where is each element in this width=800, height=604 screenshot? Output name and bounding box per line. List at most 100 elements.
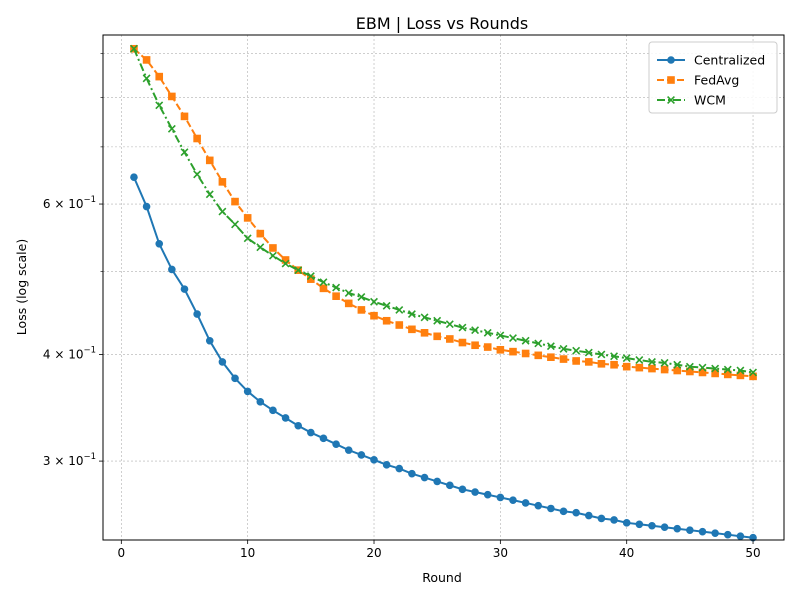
y-tick-label-base: 6 × 10 bbox=[43, 197, 84, 211]
x-axis-label: Round bbox=[422, 570, 462, 585]
data-point-marker bbox=[168, 265, 176, 274]
legend-label: Centralized bbox=[694, 53, 765, 68]
data-point-marker bbox=[281, 414, 290, 422]
data-point-marker bbox=[534, 351, 543, 360]
data-point-marker bbox=[648, 521, 656, 530]
data-point-marker bbox=[458, 323, 467, 332]
data-point-marker bbox=[357, 293, 366, 301]
data-point-marker bbox=[648, 364, 656, 373]
y-tick-label: 4 × 10−1 bbox=[43, 345, 96, 361]
data-point-marker bbox=[736, 371, 745, 380]
data-point-marker bbox=[395, 464, 404, 473]
data-point-marker bbox=[723, 530, 732, 539]
data-point-marker bbox=[130, 173, 138, 182]
data-point-marker bbox=[622, 519, 631, 527]
data-point-marker bbox=[420, 313, 429, 322]
data-point-marker bbox=[395, 321, 404, 329]
data-point-marker bbox=[673, 524, 682, 533]
data-point-marker bbox=[180, 148, 189, 157]
data-point-marker bbox=[231, 220, 239, 229]
data-point-marker bbox=[395, 305, 404, 314]
legend-label: WCM bbox=[694, 93, 726, 108]
data-point-marker bbox=[749, 372, 757, 381]
series-line bbox=[133, 176, 754, 539]
data-point-marker bbox=[168, 92, 176, 101]
data-point-marker bbox=[496, 331, 505, 340]
x-tick-label: 50 bbox=[745, 546, 760, 560]
data-point-marker bbox=[155, 101, 164, 110]
data-point-marker bbox=[256, 229, 265, 238]
data-point-marker bbox=[433, 316, 442, 325]
data-point-marker bbox=[370, 297, 378, 306]
data-point-marker bbox=[736, 532, 745, 540]
data-point-marker bbox=[521, 499, 530, 507]
data-point-marker bbox=[572, 508, 580, 517]
data-point-marker bbox=[344, 289, 353, 297]
data-point-marker bbox=[205, 336, 214, 345]
data-point-marker bbox=[344, 446, 353, 454]
data-point-marker bbox=[610, 352, 619, 361]
data-point-marker bbox=[509, 334, 517, 343]
y-axis: 3 × 10−1 4 × 10−1 6 × 10−1 bbox=[43, 53, 103, 468]
data-point-marker bbox=[180, 112, 189, 121]
data-point-marker bbox=[193, 170, 202, 179]
data-point-marker bbox=[446, 481, 454, 490]
data-point-marker bbox=[534, 501, 543, 510]
data-point-marker bbox=[243, 234, 252, 243]
y-tick-label: 3 × 10−1 bbox=[43, 452, 96, 468]
data-point-marker bbox=[496, 346, 505, 354]
data-point-marker bbox=[559, 507, 568, 516]
data-point-marker bbox=[610, 360, 618, 369]
data-point-marker bbox=[218, 207, 227, 216]
data-point-marker bbox=[660, 358, 669, 367]
data-point-marker bbox=[546, 342, 555, 351]
legend: Centralized FedAvg WCM bbox=[648, 41, 778, 114]
data-point-marker bbox=[635, 363, 644, 372]
data-point-marker bbox=[749, 368, 758, 377]
data-point-marker bbox=[622, 354, 631, 363]
data-point-marker bbox=[407, 310, 416, 319]
data-point-marker bbox=[711, 369, 719, 378]
data-point-marker bbox=[408, 469, 416, 478]
data-point-marker bbox=[736, 366, 745, 375]
data-point-marker bbox=[660, 523, 669, 532]
data-point-marker bbox=[382, 301, 391, 310]
data-point-marker bbox=[584, 348, 593, 357]
data-point-marker bbox=[167, 124, 176, 133]
y-tick-label: 6 × 10−1 bbox=[43, 195, 96, 211]
data-point-marker bbox=[319, 434, 328, 443]
data-point-marker bbox=[129, 44, 138, 53]
data-point-marker bbox=[673, 360, 682, 369]
data-point-marker bbox=[332, 440, 340, 448]
data-point-marker bbox=[723, 365, 732, 374]
data-point-marker bbox=[193, 310, 201, 318]
data-point-marker bbox=[307, 428, 315, 437]
data-point-marker bbox=[433, 477, 441, 486]
data-point-marker bbox=[281, 256, 290, 264]
data-point-marker bbox=[231, 197, 239, 206]
data-point-marker bbox=[534, 339, 543, 348]
data-point-marker bbox=[673, 366, 682, 375]
data-point-marker bbox=[294, 421, 303, 430]
data-point-marker bbox=[660, 365, 669, 374]
data-point-marker bbox=[667, 76, 675, 84]
data-point-marker bbox=[496, 493, 505, 502]
legend-item-fedavg: FedAvg bbox=[657, 73, 739, 88]
data-point-marker bbox=[559, 344, 568, 353]
data-point-marker bbox=[357, 451, 366, 459]
data-point-marker bbox=[243, 387, 252, 396]
plot-frame bbox=[102, 34, 785, 541]
data-point-marker bbox=[572, 346, 581, 355]
data-point-marker bbox=[218, 358, 227, 366]
data-point-marker bbox=[294, 266, 303, 275]
x-tick-label: 10 bbox=[240, 546, 255, 560]
data-point-marker bbox=[711, 364, 720, 373]
series-layer bbox=[129, 44, 758, 542]
data-point-marker bbox=[142, 202, 151, 211]
data-point-marker bbox=[370, 456, 378, 464]
legend-label: FedAvg bbox=[694, 73, 739, 88]
data-point-marker bbox=[698, 527, 707, 536]
data-point-marker bbox=[445, 320, 454, 329]
data-point-marker bbox=[218, 178, 227, 186]
